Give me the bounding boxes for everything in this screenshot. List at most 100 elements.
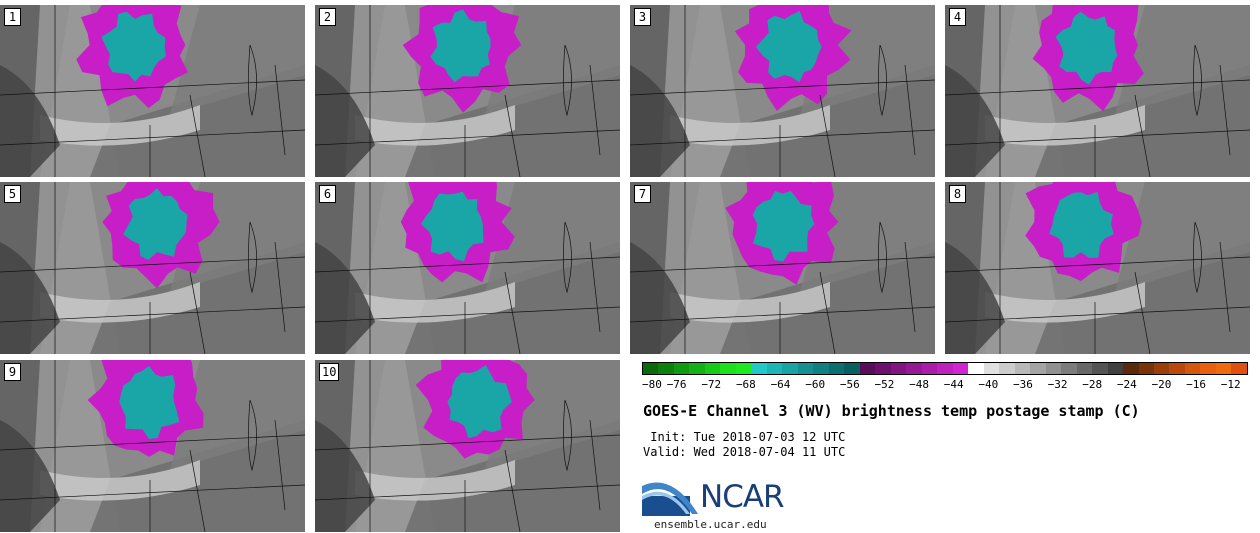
- colorbar-segment: [766, 363, 783, 374]
- state-border: [945, 79, 1250, 96]
- water-vapor-map: [315, 182, 620, 354]
- water-vapor-map: [0, 5, 305, 177]
- moisture-band: [485, 182, 620, 292]
- forecast-panel: 10: [315, 360, 620, 532]
- colorbar-segment: [828, 363, 845, 374]
- colorbar-segment: [797, 363, 814, 374]
- forecast-panel: 1: [0, 5, 305, 177]
- moisture-band: [315, 242, 375, 354]
- state-border: [315, 129, 620, 146]
- member-number: 6: [319, 185, 336, 203]
- colorbar-tick-label: −56: [839, 378, 860, 391]
- member-number: 5: [4, 185, 21, 203]
- state-border: [315, 434, 620, 451]
- colorbar-segment: [844, 363, 860, 374]
- cold-cloud-tops-cyan: [755, 10, 822, 83]
- moisture-band: [315, 65, 375, 177]
- colorbar-tick-label: −60: [805, 378, 826, 391]
- ncar-logo-text: NCAR: [700, 479, 785, 515]
- forecast-panel: 6: [315, 182, 620, 354]
- colorbar-tick-label: −44: [943, 378, 964, 391]
- forecast-panel: 7: [630, 182, 935, 354]
- colorbar-segment: [999, 363, 1015, 374]
- ncar-logo: NCAR: [642, 476, 792, 518]
- water-vapor-map: [630, 5, 935, 177]
- state-border: [878, 221, 887, 294]
- cold-cloud-tops-cyan: [447, 365, 512, 439]
- state-border: [274, 64, 286, 156]
- moisture-band: [0, 420, 60, 532]
- cold-cloud-tops-cyan: [430, 9, 491, 83]
- colorbar-segment: [643, 363, 659, 374]
- moisture-band: [670, 282, 830, 323]
- colorbar-segment: [906, 363, 922, 374]
- moisture-band: [1115, 5, 1250, 115]
- member-number: 2: [319, 8, 336, 26]
- state-border: [315, 484, 620, 501]
- colorbar-segment: [1014, 363, 1031, 374]
- moisture-band: [1115, 182, 1250, 292]
- moisture-band: [355, 282, 515, 323]
- init-time: Init: Tue 2018-07-03 12 UTC: [643, 430, 846, 444]
- member-number: 4: [949, 8, 966, 26]
- colorbar-segment: [1061, 363, 1077, 374]
- colorbar-tick-label: −24: [1116, 378, 1137, 391]
- state-border: [819, 271, 836, 354]
- colorbar-segment: [1123, 363, 1139, 374]
- state-border: [589, 419, 601, 511]
- state-border: [248, 44, 257, 117]
- colorbar-segment: [1153, 363, 1170, 374]
- moisture-band: [945, 65, 1005, 177]
- colorbar-segment: [813, 363, 829, 374]
- colorbar-segment: [921, 363, 938, 374]
- colorbar-tick-label: −28: [1082, 378, 1103, 391]
- colorbar-segment: [1030, 363, 1046, 374]
- moisture-band: [630, 242, 690, 354]
- water-vapor-map: [945, 5, 1250, 177]
- water-vapor-map: [0, 182, 305, 354]
- moisture-band: [170, 5, 305, 115]
- state-border: [1134, 94, 1151, 177]
- state-border: [904, 241, 916, 333]
- member-number: 1: [4, 8, 21, 26]
- colorbar-segment: [890, 363, 907, 374]
- moisture-band: [315, 420, 375, 532]
- colorbar-segment: [968, 363, 984, 374]
- state-border: [315, 256, 620, 273]
- forecast-panel: 3: [630, 5, 935, 177]
- colorbar-tick-label: −36: [1012, 378, 1033, 391]
- water-vapor-map: [945, 182, 1250, 354]
- moisture-band: [355, 105, 515, 146]
- colorbar-segment: [1076, 363, 1093, 374]
- colorbar-segment: [1215, 363, 1232, 374]
- colorbar-tick-label: −80: [642, 378, 662, 391]
- colorbar-tick-label: −16: [1186, 378, 1206, 391]
- colorbar-segment: [1184, 363, 1201, 374]
- state-border: [504, 449, 521, 532]
- cold-cloud-tops-cyan: [101, 11, 166, 82]
- colorbar-segment: [983, 363, 1000, 374]
- state-border: [589, 64, 601, 156]
- colorbar-segment: [952, 363, 969, 374]
- water-vapor-map: [0, 360, 305, 532]
- state-border: [0, 484, 305, 501]
- colorbar-segment: [859, 363, 876, 374]
- moisture-band: [985, 282, 1145, 323]
- ncar-swoosh-icon: [642, 482, 698, 516]
- state-border: [1193, 221, 1202, 294]
- colorbar-segment: [751, 363, 767, 374]
- state-border: [563, 44, 572, 117]
- member-number: 8: [949, 185, 966, 203]
- member-number: 10: [319, 363, 340, 381]
- cold-cloud-tops-cyan: [119, 366, 180, 439]
- forecast-panel: 4: [945, 5, 1250, 177]
- state-border: [189, 94, 206, 177]
- state-border: [189, 271, 206, 354]
- colorbar-segment: [658, 363, 674, 374]
- colorbar-segment: [720, 363, 736, 374]
- moisture-band: [485, 5, 620, 115]
- colorbar-segment: [1045, 363, 1062, 374]
- colorbar-segment: [673, 363, 690, 374]
- state-border: [630, 79, 935, 96]
- state-border: [589, 241, 601, 333]
